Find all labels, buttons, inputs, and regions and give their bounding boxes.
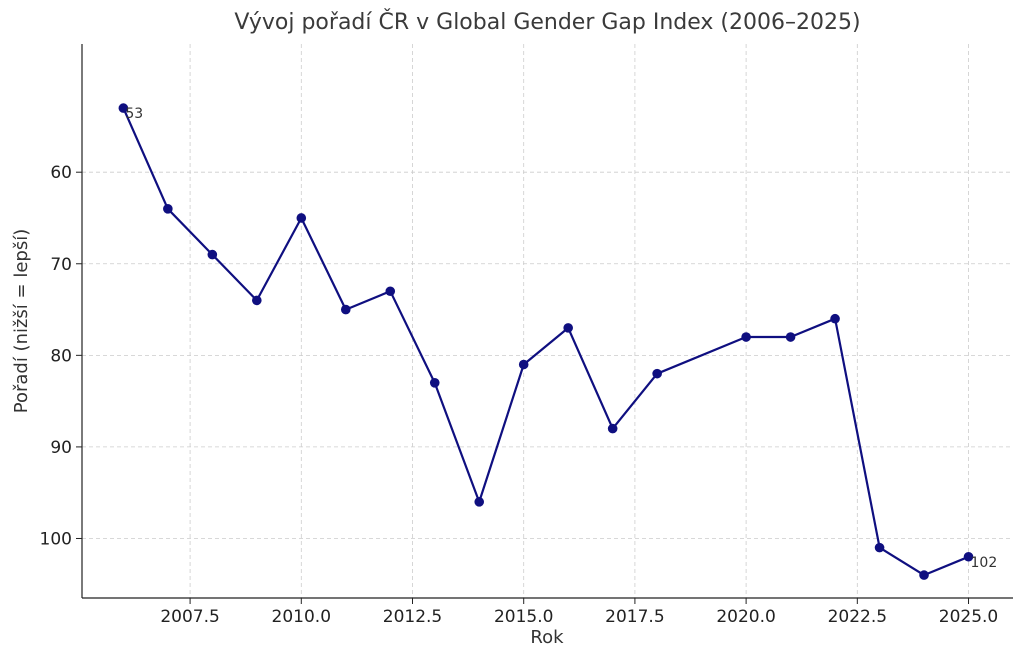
data-point [385,286,396,297]
data-point [785,332,796,342]
data-point [963,551,974,562]
axes [81,44,1013,599]
data-point [474,497,485,507]
data-label: 53 [125,106,143,122]
data-point [207,249,218,260]
x-axis-title: Rok [530,627,564,648]
data-labels: 53 102 [125,106,997,571]
x-tick-label: 2010.0 [272,607,331,627]
y-tick-label: 80 [50,346,72,366]
y-axis-title: Pořadí (nižší = lepší) [11,229,32,414]
y-tick-label: 90 [50,438,72,458]
data-point [741,332,751,342]
data-point [874,542,885,553]
x-tick-label: 2017.5 [605,607,664,627]
x-tick-label: 2020.0 [716,607,775,627]
data-point [563,323,573,333]
ticks: 2007.5 2010.0 2012.5 2015.0 2017.5 2020.0 2022… [40,163,999,627]
data-point [429,378,440,388]
data-point [252,295,262,306]
x-tick-label: 2025.0 [939,607,998,627]
data-point [518,359,529,370]
data-point [340,304,351,315]
data-point [652,368,662,379]
data-point [163,204,173,214]
y-tick-label: 100 [40,529,72,549]
x-tick-label: 2007.5 [160,607,219,627]
chart-title: Vývoj pořadí ČR v Global Gender Gap Inde… [234,10,861,35]
x-tick-label: 2012.5 [383,607,442,627]
x-tick-label: 2022.5 [828,607,887,627]
data-point [919,570,929,580]
data-point [118,103,129,113]
x-tick-label: 2015.0 [494,607,553,627]
y-tick-label: 70 [50,255,72,275]
y-tick-label: 60 [50,163,72,183]
data-point [296,213,307,223]
series [118,103,974,580]
data-label: 102 [971,555,998,571]
data-point [607,423,618,434]
grid [82,44,1013,598]
data-point [830,313,840,324]
series-line [122,107,969,577]
